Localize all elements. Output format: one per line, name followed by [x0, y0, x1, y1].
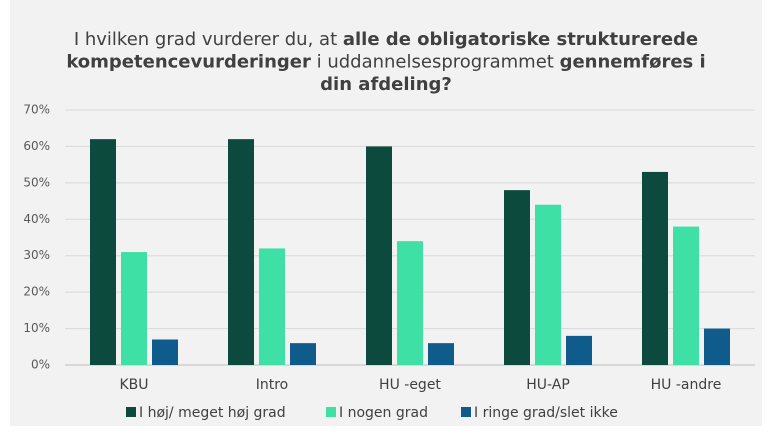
title-segment: alle de obligatoriske strukturerede	[343, 29, 698, 50]
legend-label: I ringe grad/slet ikke	[474, 405, 618, 421]
y-tick-label: 0%	[31, 358, 50, 372]
legend-swatch	[461, 407, 471, 417]
bar	[504, 190, 530, 365]
x-tick-label: HU-AP	[526, 377, 570, 393]
y-tick-label: 10%	[23, 321, 50, 335]
y-tick-label: 20%	[23, 285, 50, 299]
bar	[366, 146, 392, 365]
bar	[152, 339, 178, 365]
y-tick-label: 40%	[23, 212, 50, 226]
bar	[642, 171, 668, 365]
chart-title: kompetencevurderinger i uddannelsesprogr…	[66, 52, 705, 73]
bar	[228, 139, 254, 365]
y-tick-label: 50%	[23, 175, 50, 189]
title-segment: din afdeling?	[320, 74, 452, 95]
chart-title: I hvilken grad vurderer du, at alle de o…	[74, 29, 698, 50]
legend-label: I nogen grad	[339, 405, 428, 421]
legend-swatch	[326, 407, 336, 417]
bar	[259, 248, 285, 365]
title-segment: i uddannelsesprogrammet	[311, 52, 560, 73]
bar	[90, 139, 116, 365]
bar	[121, 252, 147, 365]
y-tick-label: 60%	[23, 139, 50, 153]
bar	[535, 204, 561, 365]
bar	[290, 343, 316, 365]
title-segment: I hvilken grad vurderer du, at	[74, 29, 343, 50]
chart-title: din afdeling?	[320, 74, 452, 95]
bar	[566, 335, 592, 365]
y-tick-label: 30%	[23, 248, 50, 262]
bar	[673, 226, 699, 365]
bar	[704, 328, 730, 365]
x-tick-label: HU -eget	[379, 377, 441, 393]
x-tick-label: KBU	[119, 377, 148, 393]
x-tick-label: Intro	[256, 377, 289, 393]
x-tick-label: HU -andre	[651, 377, 722, 393]
y-tick-label: 70%	[23, 103, 50, 117]
legend-swatch	[126, 407, 136, 417]
title-segment: kompetencevurderinger	[66, 52, 311, 73]
title-segment: gennemføres i	[560, 52, 706, 73]
legend-label: I høj/ meget høj grad	[139, 405, 286, 421]
bar	[397, 241, 423, 365]
bar	[428, 343, 454, 365]
